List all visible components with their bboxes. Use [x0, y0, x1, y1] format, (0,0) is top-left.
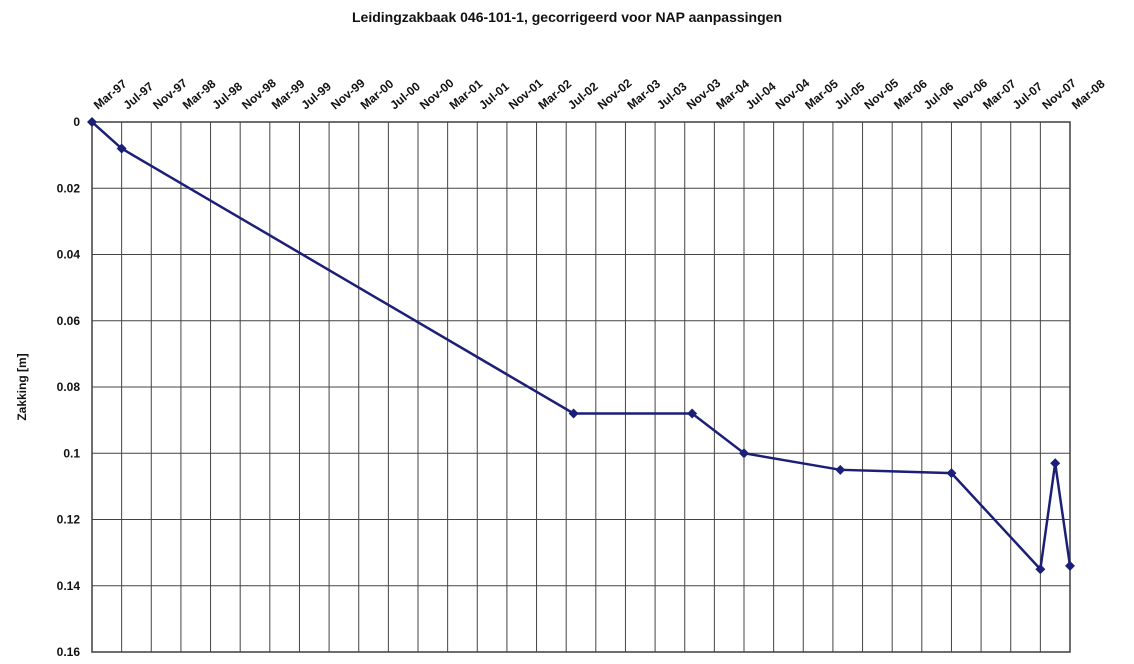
- y-tick-label: 0.06: [57, 314, 81, 328]
- data-point: [946, 468, 957, 479]
- data-point: [116, 143, 127, 154]
- data-point: [1050, 458, 1061, 469]
- y-tick-label: 0.14: [57, 579, 81, 593]
- data-point: [1065, 560, 1075, 571]
- data-point: [687, 408, 698, 419]
- data-line: [91, 121, 1072, 572]
- y-tick-label: 0.02: [57, 181, 81, 195]
- y-tick-label: 0.16: [57, 645, 81, 659]
- data-point: [835, 464, 846, 475]
- data-point: [739, 448, 749, 459]
- y-tick-label: 0.12: [57, 513, 81, 527]
- data-point: [1035, 564, 1046, 575]
- y-tick-label: 0.08: [57, 380, 81, 394]
- data-point: [87, 117, 97, 127]
- chart-title: Leidingzakbaak 046-101-1, gecorrigeerd v…: [352, 9, 782, 25]
- data-point: [568, 408, 579, 419]
- y-tick-label: 0: [73, 115, 80, 129]
- y-tick-label: 0.04: [57, 248, 81, 262]
- y-axis-label: Zakking [m]: [15, 353, 29, 420]
- y-tick-label: 0.1: [63, 446, 80, 460]
